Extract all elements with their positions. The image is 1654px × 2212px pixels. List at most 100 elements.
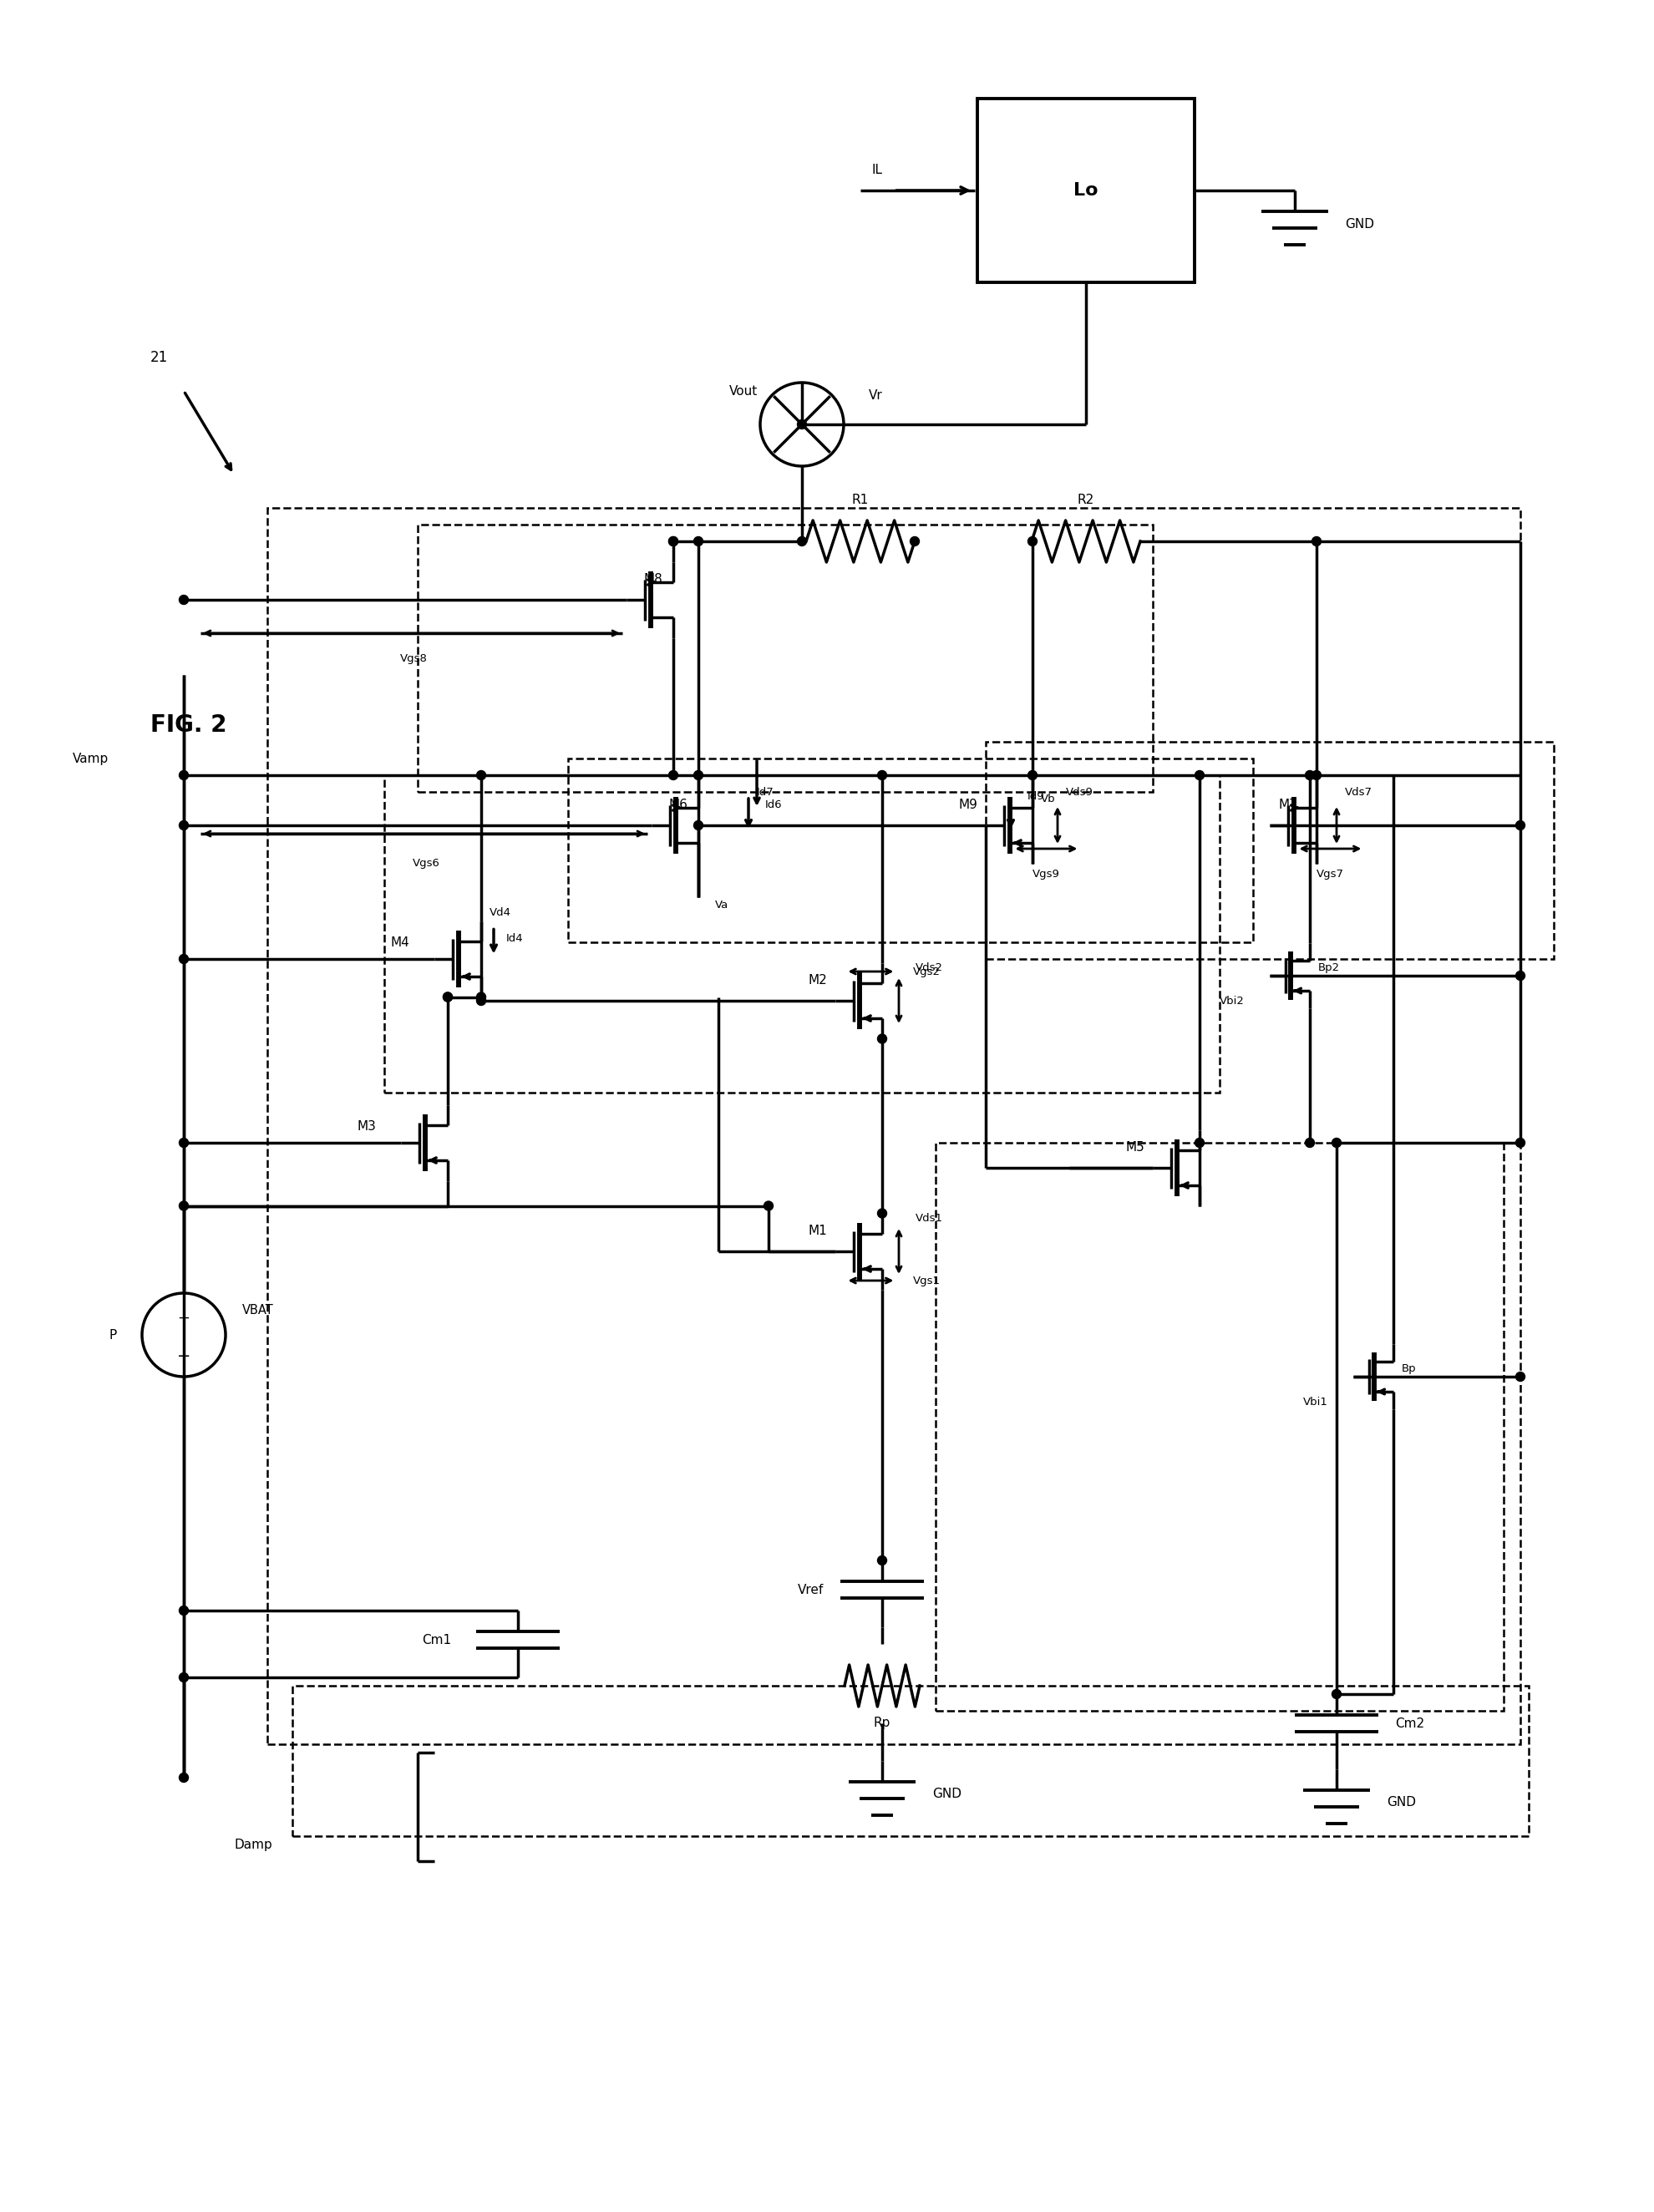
Text: Vgs2: Vgs2 [913, 967, 939, 978]
Text: M9: M9 [958, 799, 978, 812]
Text: Vb: Vb [1040, 794, 1055, 805]
Text: Vds7: Vds7 [1345, 787, 1373, 796]
Text: Vref: Vref [797, 1584, 824, 1595]
Circle shape [693, 538, 703, 546]
Circle shape [668, 538, 678, 546]
Circle shape [1312, 770, 1322, 781]
Text: Vds9: Vds9 [1065, 787, 1093, 796]
Circle shape [1515, 1139, 1525, 1148]
Circle shape [1515, 821, 1525, 830]
Text: Vd4: Vd4 [490, 907, 511, 918]
Text: M3: M3 [357, 1119, 375, 1133]
Circle shape [1027, 770, 1037, 781]
Text: M1: M1 [809, 1223, 827, 1237]
Circle shape [179, 821, 189, 830]
Text: Id7: Id7 [758, 787, 774, 796]
Bar [418, 524, 1153, 792]
Text: Vds1: Vds1 [916, 1212, 943, 1223]
Text: M8: M8 [643, 573, 662, 586]
Text: Vgs8: Vgs8 [400, 653, 427, 664]
Text: Va: Va [715, 900, 729, 911]
Text: Id6: Id6 [766, 799, 782, 810]
Text: GND: GND [1386, 1796, 1416, 1809]
Bar [978, 100, 1194, 283]
Circle shape [1515, 1371, 1525, 1380]
Bar [293, 1686, 1528, 1836]
Circle shape [179, 595, 189, 604]
Text: M6: M6 [668, 799, 688, 812]
Text: Vamp: Vamp [73, 752, 109, 765]
Circle shape [179, 953, 189, 964]
Circle shape [878, 1555, 887, 1566]
Text: +: + [177, 1312, 190, 1325]
Circle shape [693, 821, 703, 830]
Circle shape [179, 770, 189, 781]
Text: GND: GND [1345, 217, 1374, 230]
Bar [268, 509, 1520, 1745]
Text: Rp: Rp [873, 1717, 890, 1730]
Bar [986, 741, 1553, 960]
Text: Bp: Bp [1401, 1363, 1416, 1374]
Text: Id9: Id9 [1027, 790, 1045, 801]
Circle shape [179, 1774, 189, 1783]
Text: Lo: Lo [1073, 181, 1098, 199]
Text: 21: 21 [151, 349, 169, 365]
Circle shape [1331, 1139, 1341, 1148]
Text: R2: R2 [1077, 493, 1095, 507]
Circle shape [1027, 538, 1037, 546]
Circle shape [476, 993, 486, 1002]
Circle shape [797, 420, 807, 429]
Text: FIG. 2: FIG. 2 [151, 714, 227, 737]
Circle shape [668, 538, 678, 546]
Bar [384, 774, 1219, 1093]
Text: M5: M5 [1125, 1141, 1145, 1152]
Text: VBAT: VBAT [241, 1303, 275, 1316]
Circle shape [476, 770, 486, 781]
Text: Vout: Vout [729, 385, 758, 398]
Circle shape [443, 993, 452, 1002]
Circle shape [476, 995, 486, 1004]
Circle shape [1305, 770, 1315, 781]
Circle shape [1515, 971, 1525, 980]
Text: R1: R1 [852, 493, 868, 507]
Text: Vbi2: Vbi2 [1219, 995, 1245, 1006]
Text: Bp2: Bp2 [1318, 962, 1340, 973]
Text: M7: M7 [1279, 799, 1297, 812]
Circle shape [179, 1606, 189, 1615]
Circle shape [878, 770, 887, 781]
Circle shape [179, 1201, 189, 1210]
Text: Cm2: Cm2 [1394, 1717, 1424, 1730]
Circle shape [764, 1201, 772, 1210]
Text: Cm1: Cm1 [422, 1632, 452, 1646]
Text: Id4: Id4 [506, 933, 523, 945]
Text: Vr: Vr [868, 389, 883, 400]
Circle shape [910, 538, 920, 546]
Text: Vbi1: Vbi1 [1303, 1396, 1328, 1407]
Text: M2: M2 [809, 973, 827, 987]
Text: M4: M4 [390, 936, 409, 949]
Circle shape [693, 770, 703, 781]
Text: −: − [177, 1347, 190, 1365]
Circle shape [1312, 538, 1322, 546]
Circle shape [1194, 770, 1204, 781]
Text: Vgs1: Vgs1 [913, 1274, 939, 1285]
Bar [567, 759, 1254, 942]
Text: IL: IL [872, 164, 883, 175]
Text: P: P [109, 1329, 117, 1340]
Circle shape [443, 993, 452, 1002]
Text: Vgs7: Vgs7 [1317, 869, 1345, 878]
Circle shape [1194, 1139, 1204, 1148]
Text: Vds2: Vds2 [916, 962, 943, 973]
Circle shape [878, 1208, 887, 1219]
Circle shape [878, 1035, 887, 1044]
Text: GND: GND [933, 1787, 961, 1801]
Text: Damp: Damp [233, 1838, 273, 1851]
Circle shape [668, 770, 678, 781]
Circle shape [179, 1139, 189, 1148]
Text: Vgs6: Vgs6 [412, 858, 440, 869]
Circle shape [1305, 1139, 1315, 1148]
Circle shape [179, 1672, 189, 1681]
Circle shape [797, 538, 807, 546]
Text: Vgs9: Vgs9 [1032, 869, 1060, 878]
Bar [936, 1144, 1503, 1710]
